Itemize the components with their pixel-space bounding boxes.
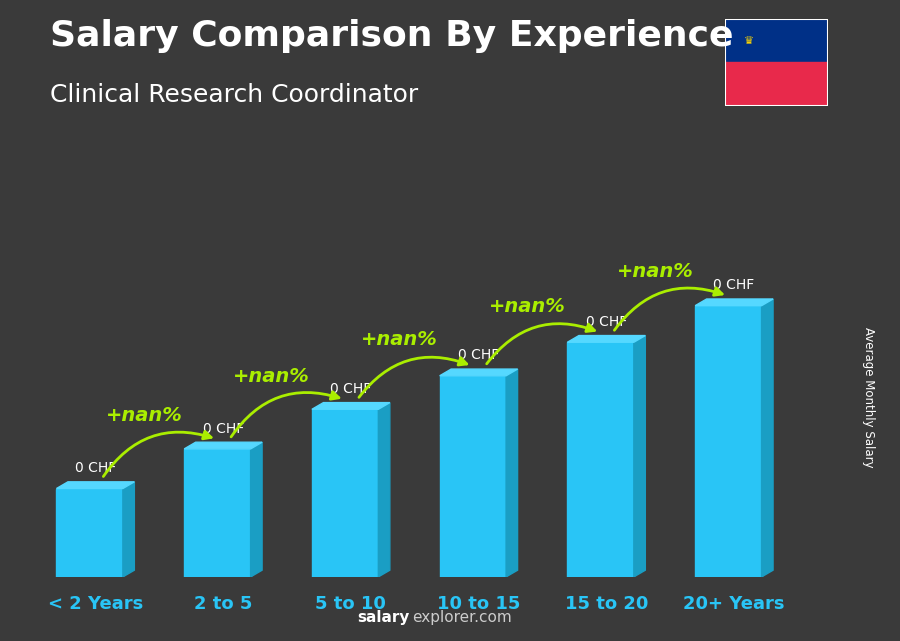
Polygon shape [440,369,517,376]
Text: 0 CHF: 0 CHF [586,315,627,329]
Text: 2 to 5: 2 to 5 [194,595,252,613]
Text: +nan%: +nan% [616,262,693,281]
Text: +nan%: +nan% [489,297,565,316]
Text: 0 CHF: 0 CHF [75,461,116,475]
Polygon shape [57,482,134,488]
Polygon shape [250,442,262,577]
Bar [440,376,506,577]
Bar [724,62,828,106]
Polygon shape [184,442,262,449]
Text: Salary Comparison By Experience: Salary Comparison By Experience [50,19,733,53]
Text: +nan%: +nan% [233,367,310,386]
Text: 5 to 10: 5 to 10 [315,595,386,613]
Text: 15 to 20: 15 to 20 [564,595,648,613]
Polygon shape [634,335,645,577]
Text: Clinical Research Coordinator: Clinical Research Coordinator [50,83,418,107]
Bar [57,488,123,577]
Text: 0 CHF: 0 CHF [458,348,500,362]
Text: ♛: ♛ [744,36,754,46]
Text: 20+ Years: 20+ Years [683,595,785,613]
Polygon shape [123,482,134,577]
Polygon shape [567,335,645,342]
Text: explorer.com: explorer.com [412,610,512,625]
Text: +nan%: +nan% [361,330,437,349]
Bar [567,342,634,577]
Text: +nan%: +nan% [105,406,183,426]
Bar [312,410,378,577]
Text: 0 CHF: 0 CHF [202,422,244,435]
Polygon shape [312,403,390,410]
Polygon shape [761,299,773,577]
Text: 10 to 15: 10 to 15 [436,595,520,613]
Polygon shape [378,403,390,577]
Bar [184,449,250,577]
Polygon shape [506,369,518,577]
Text: Average Monthly Salary: Average Monthly Salary [862,327,875,468]
Bar [724,19,828,62]
Bar [695,306,761,577]
Text: 0 CHF: 0 CHF [714,278,755,292]
Text: salary: salary [357,610,410,625]
Polygon shape [695,299,773,306]
Text: 0 CHF: 0 CHF [330,382,372,396]
Text: < 2 Years: < 2 Years [48,595,143,613]
